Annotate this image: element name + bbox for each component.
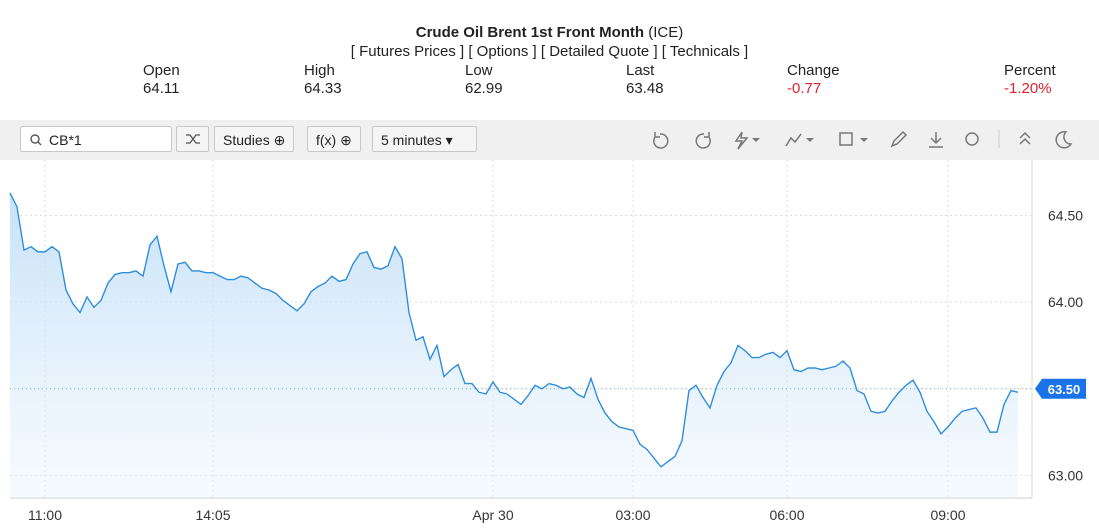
search-icon — [30, 134, 42, 146]
quote-item: High 64.33 — [304, 62, 342, 98]
redo-icon[interactable] — [695, 132, 711, 149]
layout-icon[interactable] — [839, 132, 853, 146]
link[interactable]: [ Options ] — [468, 43, 537, 60]
links: [ Futures Prices ] [ Options ] [ Detaile… — [0, 43, 1099, 60]
download-icon[interactable] — [929, 132, 943, 148]
quote-item: Change -0.77 — [787, 62, 840, 98]
title-row: Crude Oil Brent 1st Front Month (ICE) — [0, 24, 1099, 41]
toolbar-icons — [653, 130, 1073, 150]
toolbar: CB*1 Studies ⊕ f(x) ⊕ 5 minutes ▾ — [0, 120, 1099, 160]
x-tick-label: 09:00 — [930, 507, 965, 523]
theme-icon[interactable] — [1055, 131, 1073, 149]
price-line — [9, 192, 1019, 468]
quote-value: 64.33 — [304, 80, 342, 97]
link[interactable]: [ Technicals ] — [661, 43, 749, 60]
interval-button[interactable]: 5 minutes ▾ — [372, 126, 477, 152]
title: Crude Oil Brent 1st Front Month — [415, 24, 645, 41]
interval: 5 minutes — [381, 132, 442, 148]
studies-button[interactable]: Studies ⊕ — [214, 126, 295, 152]
quote-label: Change — [787, 62, 840, 79]
quote-value: -1.20% — [1004, 80, 1052, 97]
chart-type-icon[interactable] — [785, 133, 802, 147]
fx-button[interactable]: f(x) ⊕ — [307, 126, 361, 152]
studies: Studies — [223, 132, 270, 148]
y-tick-label: 64.50 — [1048, 207, 1083, 223]
symbol: CB*1 — [49, 132, 82, 148]
y-tick-label: 64.00 — [1048, 294, 1083, 310]
settings-icon[interactable] — [965, 132, 979, 146]
area-fill — [10, 192, 1018, 498]
quote-item: Percent -1.20% — [1004, 62, 1056, 98]
symbol-input[interactable]: CB*1 — [20, 126, 172, 152]
quote-item: Last 63.48 — [626, 62, 664, 98]
draw-icon[interactable] — [890, 130, 908, 148]
link[interactable]: [ Futures Prices ] — [350, 43, 465, 60]
quote-item: Low 62.99 — [465, 62, 503, 98]
collapse-icon[interactable] — [1019, 131, 1031, 145]
shuffle-icon — [186, 134, 200, 144]
quote-label: Open — [143, 62, 180, 79]
quote-value: -0.77 — [787, 80, 822, 97]
x-tick-label: Apr 30 — [472, 507, 513, 523]
fx: f(x) — [316, 132, 337, 148]
quote-label: High — [304, 62, 335, 79]
quote-item: Open 64.11 — [143, 62, 180, 98]
quote-value: 64.11 — [143, 80, 180, 97]
quote-label: Percent — [1004, 62, 1056, 79]
quote-value: 62.99 — [465, 80, 503, 97]
x-tick-label: 03:00 — [615, 507, 650, 523]
price-tag — [1035, 378, 1086, 399]
quote-label: Last — [626, 62, 655, 79]
x-tick-label: 14:05 — [195, 507, 230, 523]
undo-icon[interactable] — [653, 132, 669, 149]
compare-button[interactable] — [176, 126, 209, 152]
exchange: (ICE) — [648, 24, 684, 41]
quote-label: Low — [465, 62, 493, 79]
quote-value: 63.48 — [626, 80, 664, 97]
x-tick-label: 06:00 — [769, 507, 804, 523]
x-tick-label: 11:00 — [28, 507, 62, 523]
price-tag-label: 63.50 — [1048, 382, 1081, 397]
y-tick-label: 63.00 — [1048, 467, 1083, 483]
link[interactable]: [ Detailed Quote ] — [540, 43, 658, 60]
flash-icon[interactable] — [734, 131, 749, 150]
